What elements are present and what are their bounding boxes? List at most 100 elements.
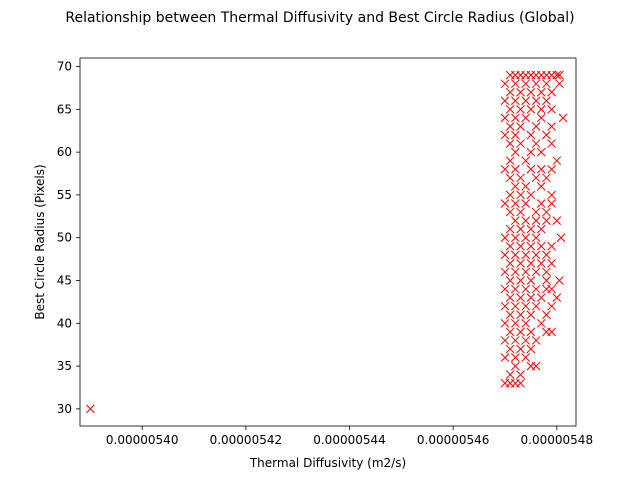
data-point-marker: [511, 267, 520, 277]
data-point-marker: [521, 182, 531, 191]
data-point-marker: [555, 79, 564, 89]
x-tick-label: 0.00000544: [313, 433, 386, 447]
data-point-marker: [531, 336, 541, 345]
data-point-marker: [511, 182, 520, 191]
data-point-marker: [511, 113, 520, 123]
data-point-marker: [516, 276, 525, 285]
data-point-marker: [500, 79, 510, 89]
data-point-marker: [531, 301, 541, 311]
data-point-marker: [505, 259, 515, 268]
data-point-marker: [500, 130, 510, 140]
data-points: [86, 70, 568, 414]
x-axis-label: Thermal Diffusivity (m2/s): [249, 456, 406, 470]
data-point-marker: [516, 122, 525, 131]
data-point-marker: [500, 250, 510, 260]
data-point-marker: [505, 190, 515, 200]
data-point-marker: [511, 164, 520, 174]
data-point-marker: [531, 96, 541, 106]
data-point-marker: [531, 122, 541, 131]
data-point-marker: [521, 250, 531, 260]
data-point-marker: [542, 267, 551, 277]
data-point-marker: [500, 199, 510, 208]
x-axis-ticks: 0.00000540 0.00000542 0.00000544 0.00000546…: [106, 426, 593, 447]
data-point-marker: [516, 139, 525, 148]
data-point-marker: [505, 310, 515, 320]
data-point-marker: [542, 79, 551, 89]
data-point-marker: [505, 139, 515, 148]
data-point-marker: [547, 122, 556, 131]
data-point-marker: [511, 199, 520, 208]
data-point-marker: [505, 122, 515, 131]
chart-title: Relationship between Thermal Diffusivity…: [65, 10, 574, 26]
data-point-marker: [511, 216, 520, 225]
data-point-marker: [505, 87, 515, 97]
data-point-marker: [505, 173, 515, 183]
data-point-marker: [536, 259, 546, 268]
data-point-marker: [500, 318, 510, 328]
data-point-marker: [521, 96, 531, 106]
data-point-marker: [547, 164, 556, 174]
data-point-marker: [511, 96, 520, 106]
data-point-marker: [511, 284, 520, 294]
data-point-marker: [500, 336, 510, 345]
data-point-marker: [516, 190, 525, 200]
data-point-marker: [500, 353, 510, 362]
data-point-marker: [505, 104, 515, 114]
data-point-marker: [536, 182, 546, 191]
data-point-marker: [521, 353, 531, 362]
data-point-marker: [547, 241, 556, 251]
data-point-marker: [511, 250, 520, 260]
data-point-marker: [516, 259, 525, 268]
data-point-marker: [526, 344, 536, 354]
data-point-marker: [516, 207, 525, 217]
data-point-marker: [526, 87, 536, 97]
data-point-marker: [531, 216, 541, 225]
data-point-marker: [511, 147, 520, 157]
data-point-marker: [526, 190, 536, 200]
data-point-marker: [555, 276, 564, 285]
data-point-marker: [547, 327, 556, 337]
data-point-marker: [505, 344, 515, 354]
x-tick-label: 0.00000546: [417, 433, 490, 447]
data-point-marker: [516, 378, 525, 388]
data-point-marker: [521, 233, 531, 243]
data-point-marker: [500, 113, 510, 123]
data-point-marker: [536, 147, 546, 157]
data-point-marker: [547, 259, 556, 268]
data-point-marker: [521, 216, 531, 225]
data-point-marker: [536, 224, 546, 234]
data-point-marker: [542, 207, 551, 217]
data-point-marker: [552, 70, 562, 80]
data-point-marker: [547, 284, 556, 294]
data-point-marker: [547, 104, 556, 114]
data-point-marker: [505, 156, 515, 166]
data-point-marker: [521, 267, 531, 277]
data-point-marker: [536, 241, 546, 251]
data-point-marker: [505, 276, 515, 285]
data-point-marker: [521, 284, 531, 294]
y-tick-label: 65: [57, 102, 72, 116]
y-tick-label: 60: [57, 145, 72, 159]
y-tick-label: 30: [57, 402, 72, 416]
data-point-marker: [526, 241, 536, 251]
data-point-marker: [536, 318, 546, 328]
data-point-marker: [505, 207, 515, 217]
data-point-marker: [555, 70, 564, 80]
data-point-marker: [500, 301, 510, 311]
plot-frame: [79, 57, 577, 427]
data-point-marker: [500, 96, 510, 106]
data-point-marker: [536, 113, 546, 123]
data-point-marker: [526, 164, 536, 174]
data-point-marker: [516, 241, 525, 251]
data-point-marker: [505, 327, 515, 337]
data-point-marker: [526, 259, 536, 268]
data-point-marker: [511, 233, 520, 243]
data-point-marker: [531, 173, 541, 183]
data-point-marker: [511, 130, 520, 140]
data-point-marker: [516, 327, 525, 337]
data-point-marker: [516, 224, 525, 234]
data-point-marker: [552, 216, 562, 225]
x-tick-label: 0.00000548: [521, 433, 594, 447]
y-tick-label: 55: [57, 188, 72, 202]
